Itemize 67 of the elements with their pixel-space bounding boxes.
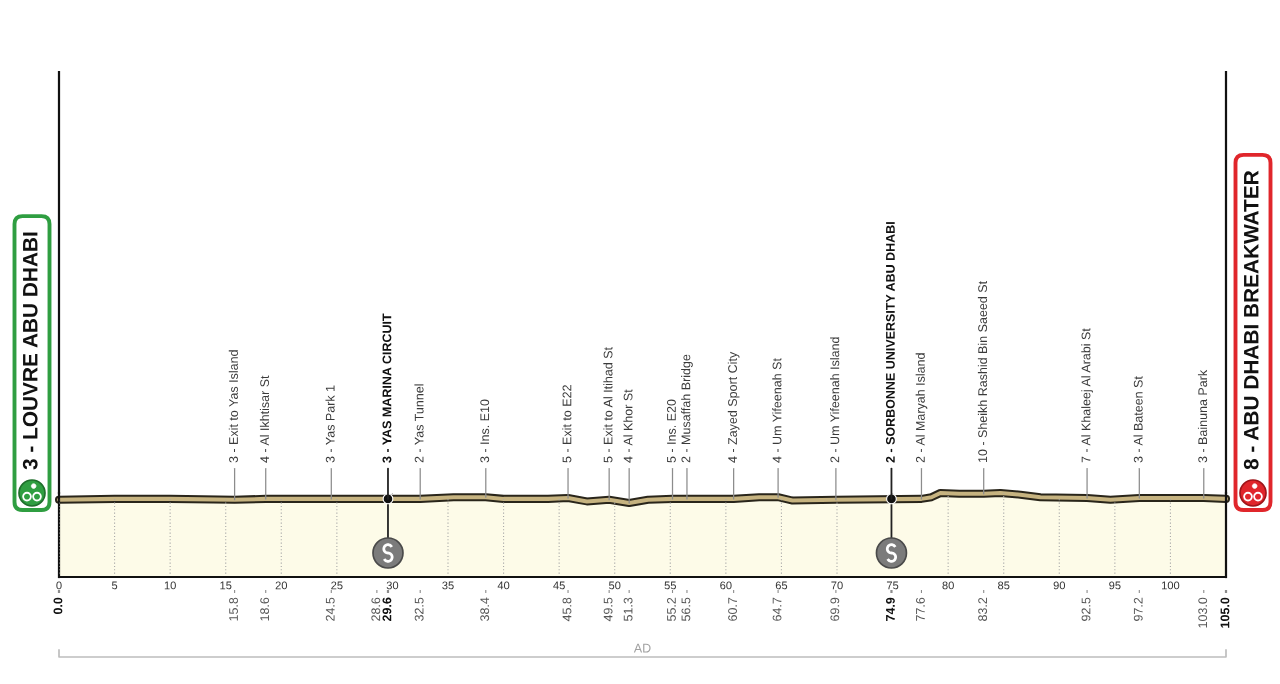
x-tick-label: 35 [442,581,454,590]
x2-tick-label: 24.5 [325,597,335,621]
x2-tick-label: 77.6 [915,597,925,621]
x-tick-label: 20 [275,581,288,590]
x-tick-label: 60 [720,581,732,590]
x-tick-label: 10 [164,581,176,590]
annotation: 3 - LOUVRE ABU DHABI [22,232,38,470]
x-tick-label: 45 [553,581,565,590]
annotation: 3 - Bainuna Park [1197,369,1208,463]
x2-tick-label: 92.5 [1081,597,1091,621]
x2-tick-label: 74.9 [885,597,895,621]
annotation: 4 - Um Yifeenah St [772,358,782,463]
text: AD [633,643,651,653]
annotation: 7 - Al Khaleej Al Arabi St [1081,328,1093,463]
x2-tick-label: 103.0 [1198,597,1208,628]
x2-tick-label: 32.5 [414,597,424,622]
x-tick-label: 65 [775,581,788,590]
annotation: 3 - Ins. E10 [480,399,490,463]
x-tick-label: 50 [608,581,621,590]
x2-tick-label: 15.8 [229,597,238,621]
x2-tick-label: 69.9 [830,597,840,621]
x2-tick-label: 56.5 [681,597,691,621]
annotation: 3 - Yas Park 1 [325,385,335,463]
annotation: 2 - Yas Tunnel [414,384,424,463]
x2-tick-label: 49.5 [603,597,613,622]
annotation: 2 - SORBONNE UNIVERSITY ABU DHABI [885,222,895,463]
x2-tick-label: 51.3 [623,597,633,621]
x-tick-label: 75 [886,581,899,590]
annotation: 2 - Um Yifeenah Island [830,337,840,463]
x2-tick-label: 0.0 [53,597,63,615]
x-tick-label: 0 [56,581,62,590]
x-tick-label: 95 [1109,581,1121,590]
x2-tick-label: 18.6 [260,597,270,621]
annotation: 5 - Exit to E22 [562,385,572,463]
annotation: 2 - Al Maryah Island [915,353,928,463]
x-tick-label: 70 [831,581,843,590]
x2-tick-label: 64.7 [772,597,782,621]
x2-tick-label: 38.4 [480,597,490,622]
x2-tick-label: 29.6 [382,597,392,622]
x2-tick-label: 83.2 [978,597,988,621]
annotation: 4 - Al Ikhtisar St [259,375,270,463]
x-tick-label: 55 [664,581,676,590]
x2-tick-label: 97.2 [1133,597,1143,621]
annotation: 5 - Exit to Al Itihad St [603,347,613,463]
x-tick-label: 40 [497,581,510,590]
x2-tick-label: 45.8 [562,597,572,622]
annotation: 3 - Exit to Yas Island [228,350,238,463]
x-tick-label: 25 [331,581,343,590]
x-tick-label: 85 [998,581,1010,590]
x-tick-label: 5 [111,581,118,590]
annotation: 10 - Sheikh Rashid Bin Saeed St [977,281,988,463]
x-tick-label: 90 [1053,581,1066,590]
annotation: 5 - Ins. E20 [667,399,676,463]
annotation: 3 - YAS MARINA CIRCUIT [382,313,392,463]
annotation: 4 - Zayed Sport City [727,351,740,463]
x-tick-label: 15 [220,581,232,590]
x-tick-label: 30 [386,581,399,590]
annotation: 3 - Al Bateen St [1133,376,1143,463]
x2-tick-label: 28.6 [371,597,381,621]
x2-tick-label: 105.0 [1220,597,1230,628]
annotation: 4 - Al Khor St [623,389,633,463]
annotation: 8 - ABU DHABI BREAKWATER [1243,170,1259,470]
x2-tick-label: 55.2 [667,597,676,621]
x2-tick-label: 60.7 [728,597,737,621]
x-tick-label: 80 [942,581,954,590]
x-tick-label: 100 [1162,581,1180,590]
annotation: 2 - Musaffah Bridge [681,354,693,463]
